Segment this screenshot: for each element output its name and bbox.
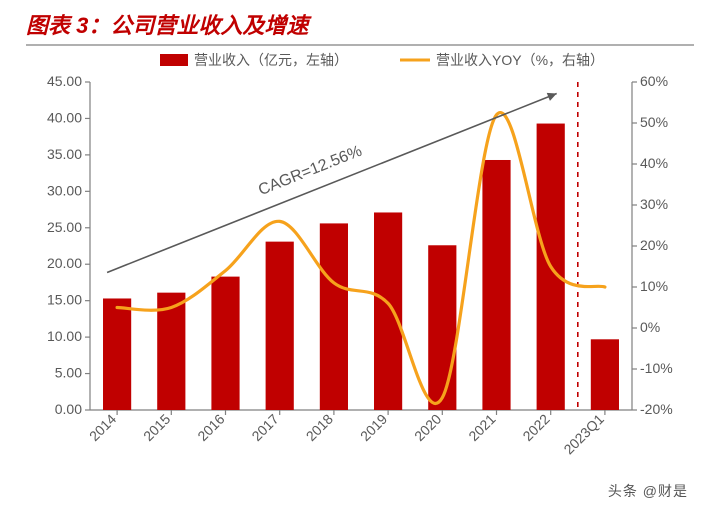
chart-container: 营业收入（亿元，左轴） 营业收入YOY（%，右轴） 0.00 5.00 10.00 15.… [26, 46, 694, 476]
source-watermark: 头条 @财是 [608, 481, 688, 501]
bar [103, 298, 131, 410]
y-left-label: 10.00 [47, 328, 82, 344]
combo-chart: 营业收入（亿元，左轴） 营业收入YOY（%，右轴） 0.00 5.00 10.00 15.… [26, 46, 694, 476]
y-left-label: 35.00 [47, 146, 82, 162]
y-right-label: 40% [640, 155, 668, 171]
bar [211, 277, 239, 410]
bar [320, 223, 348, 410]
y-left-label: 45.00 [47, 73, 82, 89]
y-right-label: 60% [640, 73, 668, 89]
bar [482, 160, 510, 410]
y-left-label: 40.00 [47, 109, 82, 125]
y-right-label: -10% [640, 360, 673, 376]
y-left-label: 20.00 [47, 255, 82, 271]
y-right-label: 10% [640, 278, 668, 294]
y-left-label: 5.00 [55, 365, 82, 381]
legend-swatch-bar [160, 54, 188, 66]
y-right-label: 20% [640, 237, 668, 253]
bar [266, 242, 294, 410]
y-left-label: 0.00 [55, 401, 82, 417]
bar [428, 245, 456, 410]
bar [374, 212, 402, 410]
y-left-label: 30.00 [47, 182, 82, 198]
y-right-label: 0% [640, 319, 660, 335]
legend-label-bar: 营业收入（亿元，左轴） [194, 52, 348, 68]
bar [591, 339, 619, 410]
y-right-label: 30% [640, 196, 668, 212]
y-left-label: 25.00 [47, 219, 82, 235]
y-right-label: -20% [640, 401, 673, 417]
legend-label-line: 营业收入YOY（%，右轴） [436, 52, 604, 68]
y-left-label: 15.00 [47, 292, 82, 308]
y-right-label: 50% [640, 114, 668, 130]
chart-title: 图表 3：公司营业收入及增速 [26, 8, 694, 46]
